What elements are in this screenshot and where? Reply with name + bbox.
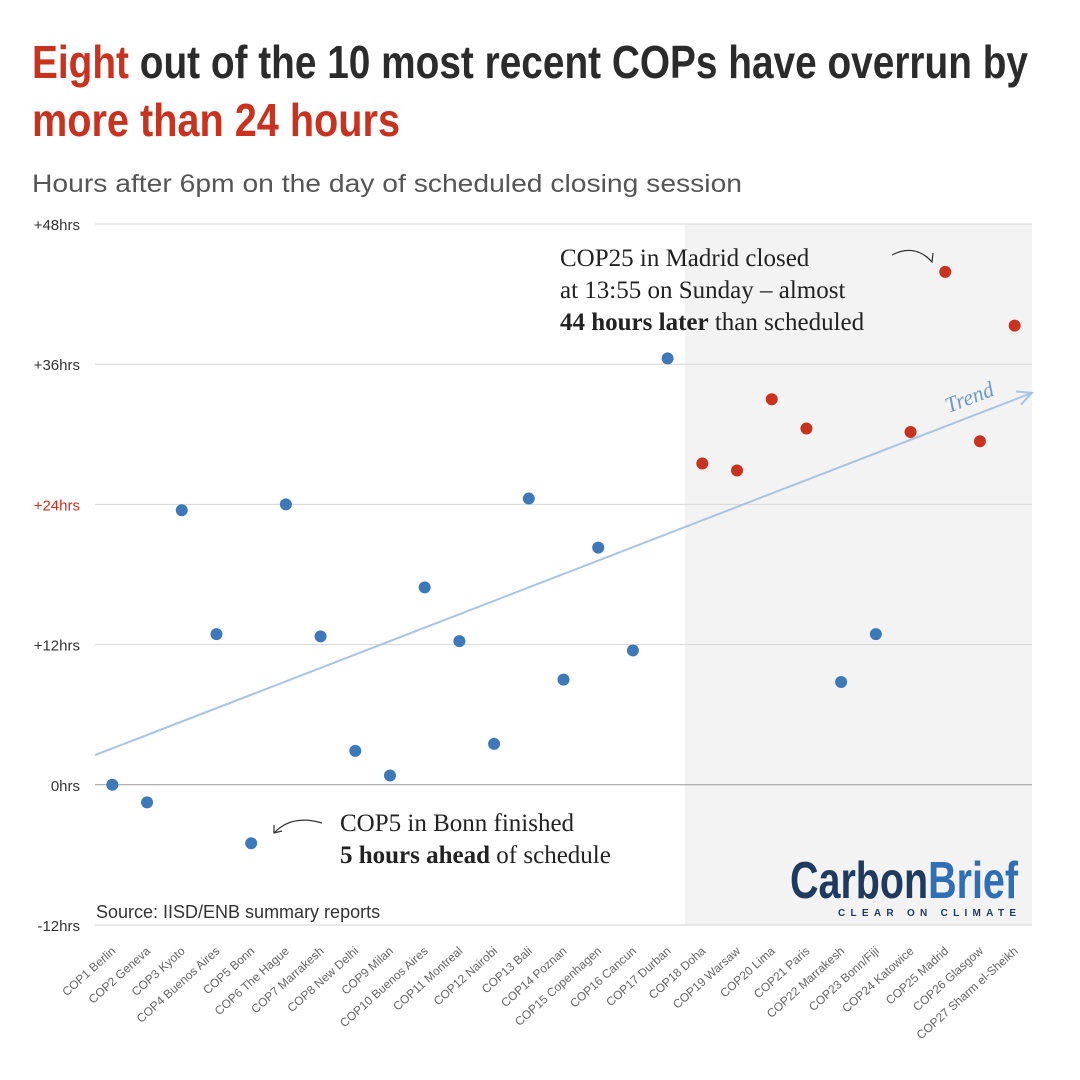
- point: [1008, 319, 1021, 332]
- point: [835, 675, 848, 688]
- y-tick-label: +12hrs: [34, 638, 80, 655]
- annotation-text: COP25 in Madrid closed: [560, 245, 810, 272]
- annotation: COP25 in Madrid closed at 13:55 on Sunda…: [340, 245, 865, 869]
- annotation-arrow: [273, 825, 283, 834]
- point: [488, 737, 501, 750]
- point: [106, 778, 119, 791]
- chart-title: Eight out of the 10 most recent COPs hav…: [32, 36, 1028, 88]
- point: [939, 265, 952, 278]
- point: [661, 352, 674, 365]
- annotation-text: of schedule: [496, 842, 611, 869]
- point: [869, 628, 882, 641]
- title-highlight: Eight: [32, 36, 129, 88]
- point: [731, 464, 744, 477]
- logo-tagline: CLEAR ON CLIMATE: [838, 908, 1016, 919]
- logo-part: Carbon: [790, 852, 928, 910]
- annotation-text: 44 hours later than scheduled: [560, 309, 865, 336]
- title-text: out of the 10 most recent COPs have over…: [140, 36, 1029, 88]
- point: [210, 628, 223, 641]
- title-highlight: more than 24 hours: [32, 94, 400, 146]
- logo-part: Brief: [928, 852, 1018, 910]
- annotation-arrow: [273, 819, 323, 834]
- annotation-text: 5 hours ahead of schedule: [340, 842, 611, 869]
- point: [696, 457, 709, 470]
- point: [245, 837, 258, 850]
- y-tick-label: +48hrs: [34, 217, 80, 234]
- trend-line: [94, 391, 1033, 757]
- logo: CarbonBrief: [790, 852, 1019, 910]
- annotation-text: than scheduled: [715, 309, 865, 336]
- annotation-bold: 5 hours ahead: [340, 842, 490, 869]
- y-tick-label: +24hrs: [34, 497, 80, 514]
- point: [904, 425, 917, 438]
- point: [453, 635, 466, 648]
- point: [800, 422, 813, 435]
- y-tick-label: +36hrs: [34, 357, 80, 374]
- point: [175, 504, 188, 517]
- point: [349, 744, 362, 757]
- y-tick-label: 0hrs: [51, 778, 80, 795]
- point: [973, 435, 986, 448]
- annotation-arrow: [925, 252, 934, 264]
- point: [592, 541, 605, 554]
- point: [418, 581, 431, 594]
- point: [383, 769, 396, 782]
- point: [557, 673, 570, 686]
- recent-shade: [684, 224, 1032, 925]
- point: [626, 644, 639, 657]
- annotation-text: COP5 in Bonn finished: [340, 810, 575, 837]
- y-tick-label: -12hrs: [37, 918, 80, 935]
- point: [314, 630, 327, 643]
- trend-arrow: [1015, 390, 1035, 406]
- point: [522, 492, 535, 505]
- annotation-text: at 13:55 on Sunday – almost: [560, 277, 845, 304]
- grid: -12hrs 0hrs +12hrs +24hrs +36hrs +48hrs: [34, 217, 1032, 935]
- subtitle: Hours after 6pm on the day of scheduled …: [32, 170, 742, 198]
- annotation-bold: 44 hours later: [560, 309, 709, 336]
- point: [141, 796, 154, 809]
- point: [279, 498, 292, 511]
- source: Source: IISD/ENB summary reports: [96, 902, 380, 922]
- point: [765, 393, 778, 406]
